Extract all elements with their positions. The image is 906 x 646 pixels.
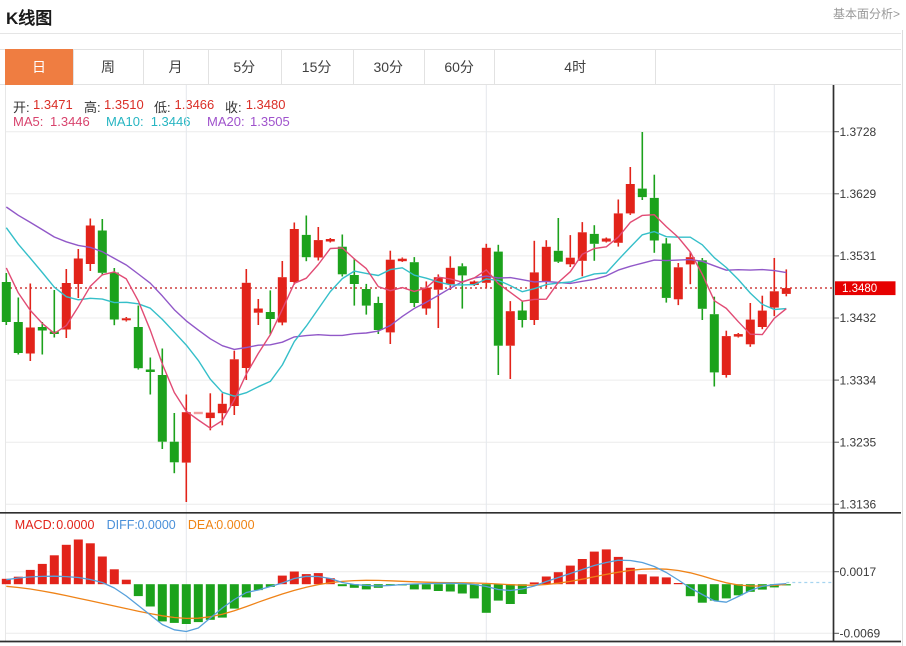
svg-text:1.3480: 1.3480 — [842, 283, 877, 295]
svg-text:1.3728: 1.3728 — [840, 125, 877, 139]
svg-text:MACD:0.0000: MACD:0.0000 — [15, 518, 95, 532]
svg-text:1.3334: 1.3334 — [840, 373, 877, 387]
svg-text:0.0017: 0.0017 — [840, 565, 877, 579]
svg-text:DEA:0.0000: DEA:0.0000 — [188, 518, 255, 532]
svg-text:1.3136: 1.3136 — [840, 497, 877, 511]
svg-text:-0.0069: -0.0069 — [840, 627, 881, 641]
svg-text:DIFF:0.0000: DIFF:0.0000 — [107, 518, 176, 532]
svg-text:1.3235: 1.3235 — [840, 435, 877, 449]
svg-text:1.3629: 1.3629 — [840, 187, 877, 201]
svg-text:1.3432: 1.3432 — [840, 311, 877, 325]
svg-text:1.3531: 1.3531 — [840, 249, 877, 263]
